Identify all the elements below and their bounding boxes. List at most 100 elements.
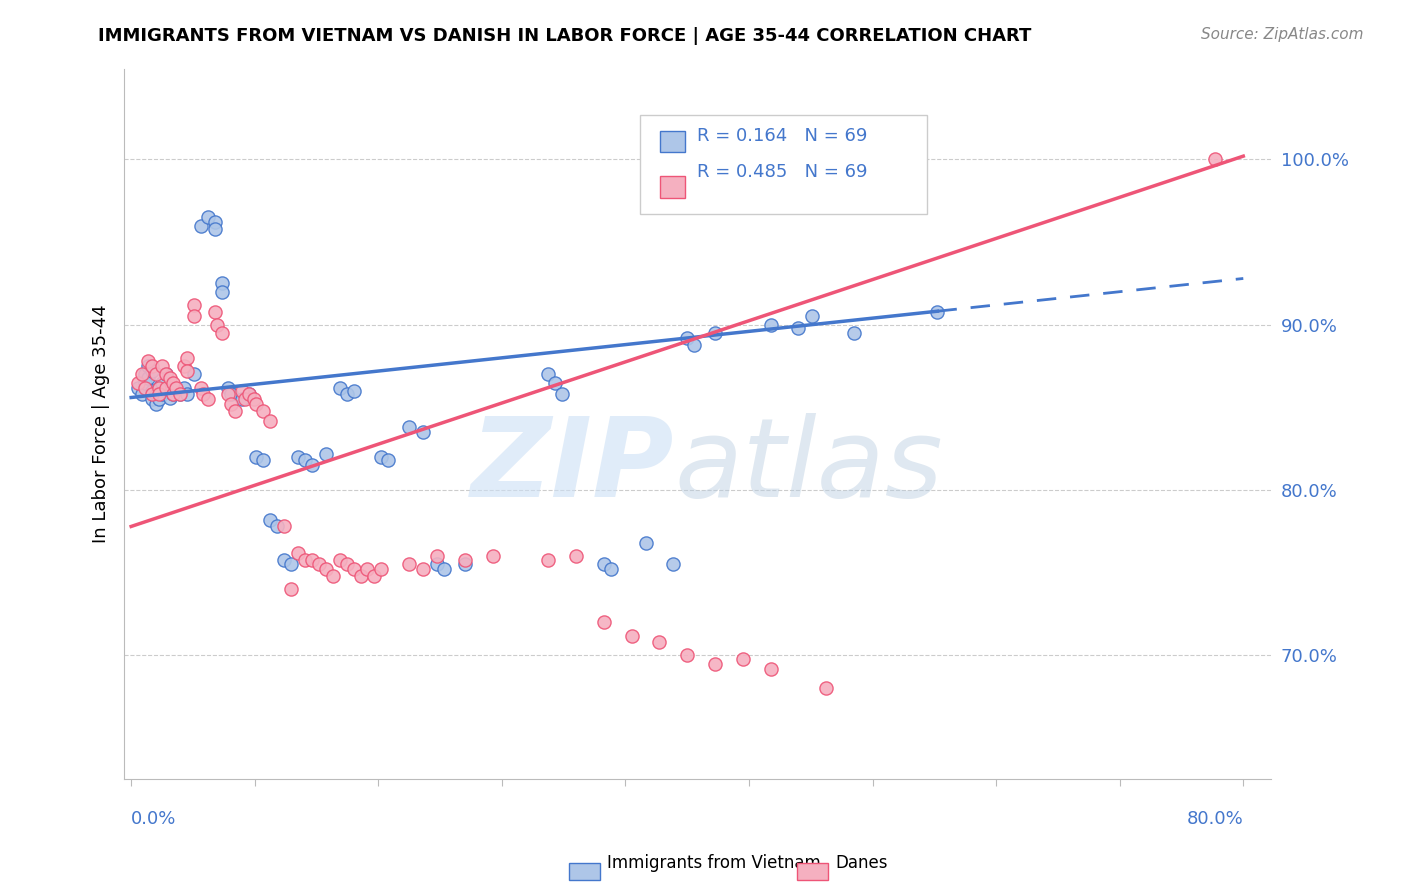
Point xyxy=(301,458,323,473)
Y-axis label: In Labor Force | Age 35-44: In Labor Force | Age 35-44 xyxy=(93,305,110,543)
Point xyxy=(842,326,865,340)
Point xyxy=(454,552,477,566)
Point xyxy=(398,558,420,572)
Point xyxy=(252,453,274,467)
Point xyxy=(315,447,337,461)
Point xyxy=(150,387,173,401)
Point xyxy=(176,351,198,365)
Point xyxy=(315,562,337,576)
Point xyxy=(592,558,614,572)
Point xyxy=(127,376,149,390)
Point xyxy=(301,552,323,566)
Point xyxy=(145,387,167,401)
Point xyxy=(801,310,824,324)
Point xyxy=(551,387,574,401)
Point xyxy=(162,387,184,401)
Point xyxy=(273,552,295,566)
Point xyxy=(165,381,187,395)
Point xyxy=(294,552,316,566)
Point xyxy=(759,318,782,332)
Point xyxy=(155,368,177,382)
Point xyxy=(148,381,170,395)
Point xyxy=(620,629,643,643)
Point xyxy=(412,562,434,576)
Point xyxy=(787,321,810,335)
Point xyxy=(134,368,156,382)
Point xyxy=(252,403,274,417)
Point xyxy=(599,562,621,576)
Point xyxy=(233,392,256,406)
Point xyxy=(145,368,167,382)
Point xyxy=(259,414,281,428)
Point xyxy=(759,662,782,676)
Point xyxy=(245,397,267,411)
Point xyxy=(183,368,205,382)
Point xyxy=(127,381,149,395)
Point xyxy=(136,370,159,384)
Point xyxy=(183,310,205,324)
Text: R = 0.164   N = 69: R = 0.164 N = 69 xyxy=(696,127,868,145)
Point xyxy=(134,376,156,390)
Point xyxy=(294,453,316,467)
Point xyxy=(454,558,477,572)
Point xyxy=(927,304,949,318)
Point xyxy=(224,403,246,417)
Point xyxy=(238,387,260,401)
Point xyxy=(145,397,167,411)
Text: 0.0%: 0.0% xyxy=(131,810,177,828)
Point xyxy=(308,558,330,572)
Point xyxy=(136,359,159,373)
Point xyxy=(238,387,260,401)
Point xyxy=(356,562,378,576)
Point xyxy=(155,381,177,395)
Point xyxy=(815,681,838,696)
Point xyxy=(193,387,215,401)
Text: Immigrants from Vietnam: Immigrants from Vietnam xyxy=(607,855,821,872)
Point xyxy=(704,326,727,340)
Point xyxy=(141,359,163,373)
Point xyxy=(190,219,212,233)
Point xyxy=(211,285,233,299)
Point xyxy=(1205,153,1227,167)
Point xyxy=(280,582,302,597)
Point xyxy=(363,569,385,583)
Point xyxy=(159,370,181,384)
Point xyxy=(537,552,560,566)
Bar xyxy=(659,176,685,198)
Point xyxy=(245,450,267,464)
Point xyxy=(565,549,588,564)
Point xyxy=(159,391,181,405)
Point xyxy=(173,381,195,395)
Point xyxy=(197,211,219,225)
Point xyxy=(259,513,281,527)
Point xyxy=(219,387,242,401)
Text: Source: ZipAtlas.com: Source: ZipAtlas.com xyxy=(1201,27,1364,42)
Point xyxy=(211,326,233,340)
Point xyxy=(412,425,434,440)
Point xyxy=(169,387,191,401)
Point xyxy=(155,368,177,382)
Point xyxy=(183,298,205,312)
Point xyxy=(219,397,242,411)
Text: IMMIGRANTS FROM VIETNAM VS DANISH IN LABOR FORCE | AGE 35-44 CORRELATION CHART: IMMIGRANTS FROM VIETNAM VS DANISH IN LAB… xyxy=(98,27,1032,45)
Point xyxy=(266,519,288,533)
Point xyxy=(662,558,685,572)
Point xyxy=(342,384,364,398)
Point xyxy=(634,536,657,550)
Point xyxy=(155,384,177,398)
Point xyxy=(204,215,226,229)
Text: ZIP: ZIP xyxy=(471,413,675,520)
Text: 80.0%: 80.0% xyxy=(1187,810,1243,828)
Point xyxy=(370,450,392,464)
Point xyxy=(731,651,754,665)
Point xyxy=(683,337,706,351)
Point xyxy=(197,392,219,406)
Point xyxy=(544,376,567,390)
Point xyxy=(211,277,233,291)
Point xyxy=(426,549,449,564)
Point xyxy=(329,552,352,566)
Point xyxy=(159,381,181,395)
Point xyxy=(218,387,240,401)
Point xyxy=(176,387,198,401)
Point xyxy=(162,387,184,401)
